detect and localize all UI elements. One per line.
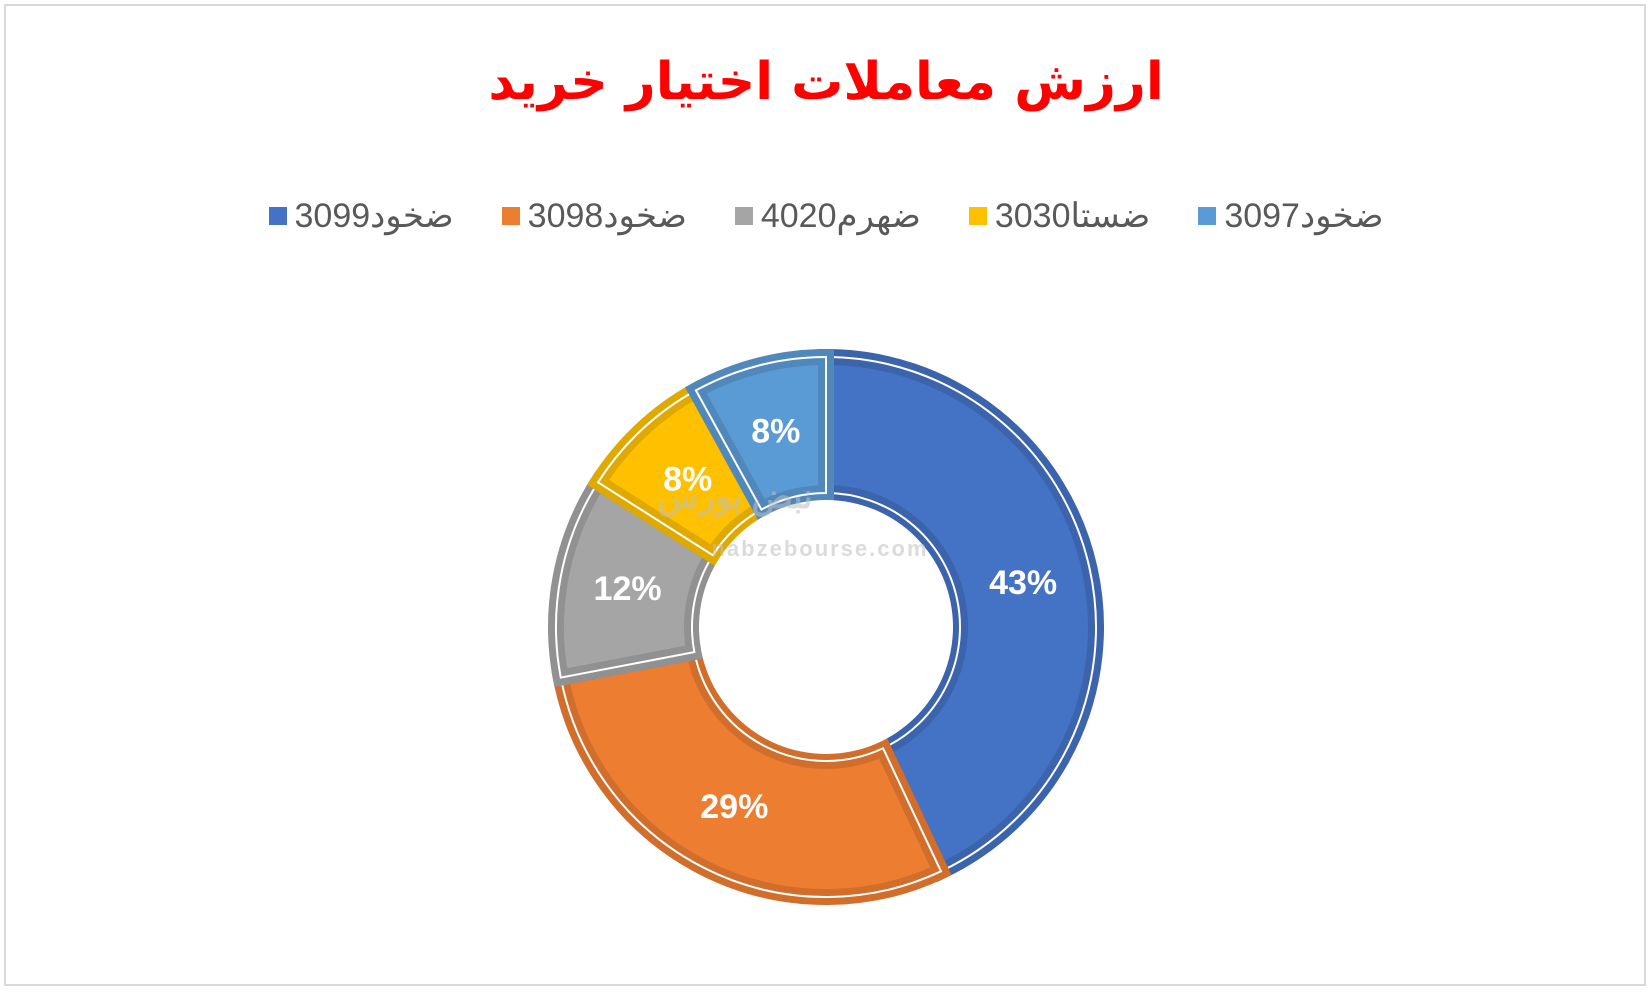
watermark: نبض بورس nabzebourse.com xyxy=(657,478,928,561)
slice-data-label: 8% xyxy=(751,412,800,450)
donut-hole xyxy=(699,500,953,754)
legend-label: ضخود3097 xyxy=(1224,197,1384,235)
legend-label: ضستا3030 xyxy=(994,197,1151,235)
chart-title: ارزش معاملات اختیار خرید xyxy=(488,52,1164,112)
chart-legend: ضخود3099 ضخود3098 ضهرم4020 ضستا3030 ضخود… xyxy=(0,196,1652,236)
slice-data-label: 12% xyxy=(594,570,662,608)
legend-swatch xyxy=(968,207,987,225)
legend-swatch xyxy=(1198,207,1217,225)
donut-slice-border xyxy=(559,650,943,898)
legend-label: ضخود3098 xyxy=(527,197,687,235)
legend-swatch xyxy=(501,207,520,225)
slice-data-label: 8% xyxy=(663,461,712,499)
legend-item[interactable]: ضهرم4020 xyxy=(734,196,921,236)
slice-labels: 43% 29% 12% 8% 8% xyxy=(594,412,1058,826)
donut-slice-border xyxy=(694,355,827,511)
legend-item[interactable]: ضخود3097 xyxy=(1198,196,1383,236)
donut-slice-border xyxy=(825,355,1097,873)
legend-label: ضخود3099 xyxy=(294,197,454,235)
legend-item[interactable]: ضخود3098 xyxy=(501,196,687,236)
donut-slices xyxy=(548,348,1104,905)
legend-swatch xyxy=(268,207,287,225)
watermark-url: nabzebourse.com xyxy=(711,536,928,561)
legend-label: ضهرم4020 xyxy=(760,197,921,235)
legend-swatch xyxy=(734,207,753,225)
legend-item[interactable]: ضخود3099 xyxy=(268,196,454,236)
legend-item[interactable]: ضستا3030 xyxy=(968,196,1151,236)
slice-data-label: 43% xyxy=(989,564,1057,602)
slice-data-label: 29% xyxy=(700,788,768,826)
watermark-logo: نبض بورس xyxy=(657,478,813,517)
